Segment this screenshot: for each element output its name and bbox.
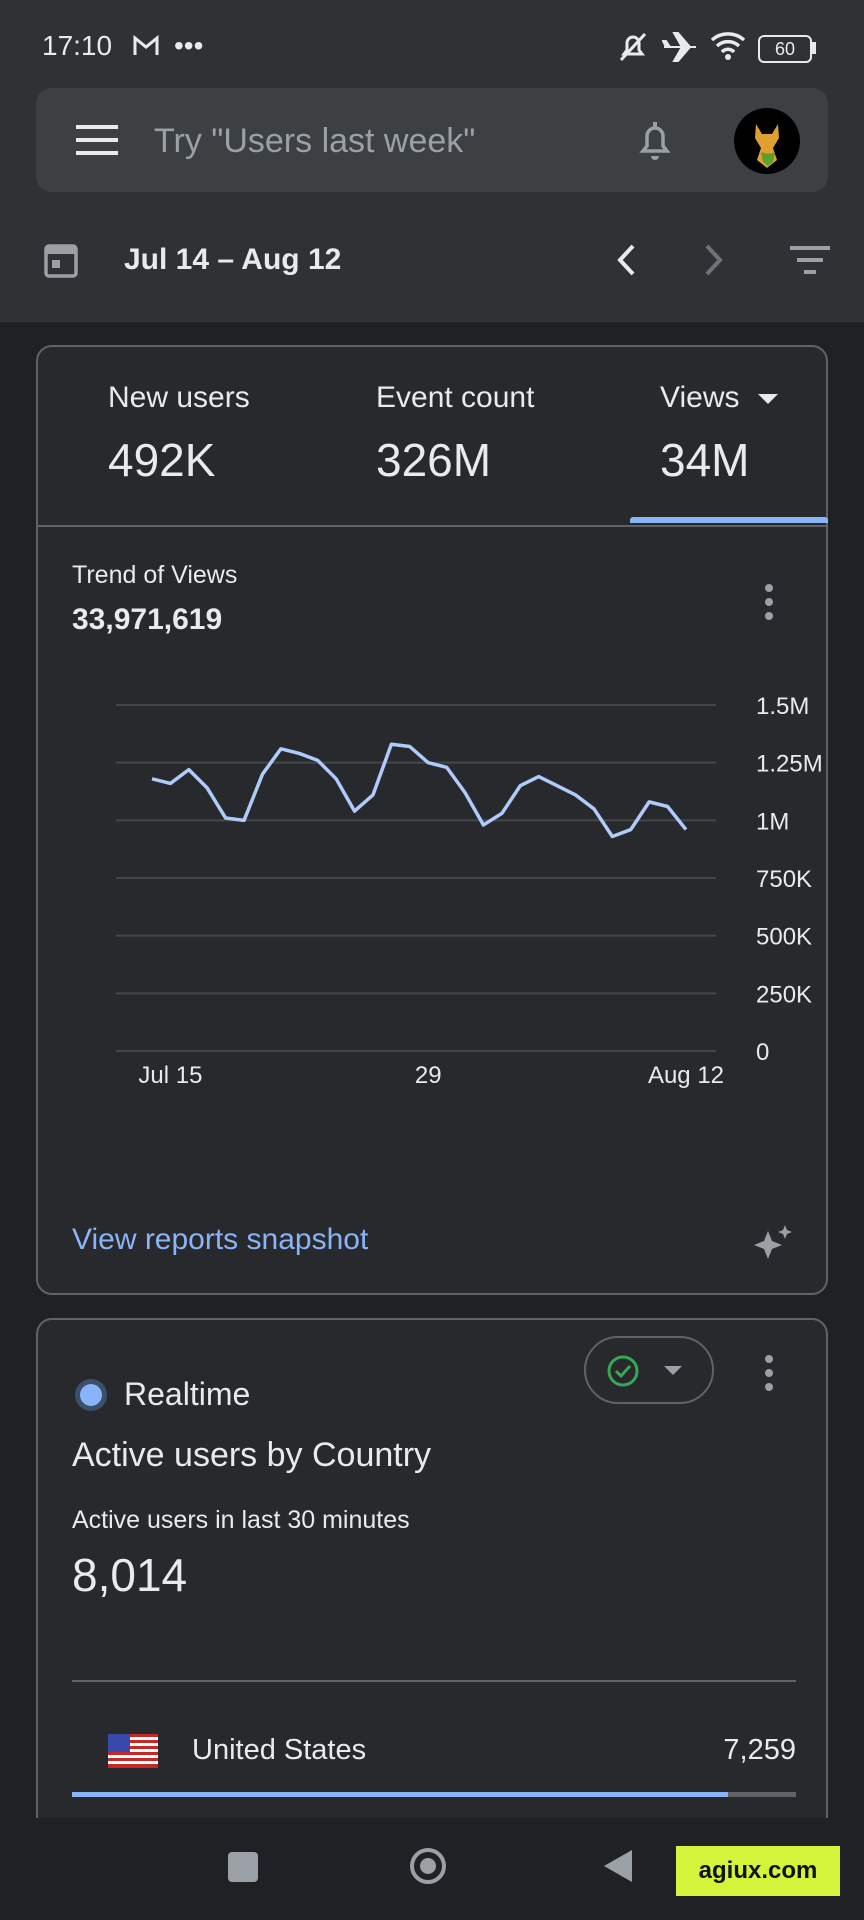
metric-value: 34M xyxy=(660,434,750,486)
watermark-badge: agiux.com xyxy=(676,1846,840,1896)
search-bar[interactable]: Try "Users last week" xyxy=(36,88,828,192)
metric-value: 492K xyxy=(108,434,216,486)
country-bar-track xyxy=(72,1792,796,1797)
views-series-line xyxy=(151,742,688,839)
sparkle-insights-icon[interactable] xyxy=(752,1223,794,1270)
battery-icon: 60 xyxy=(758,35,812,63)
metric-tabs: New users 492K Event count 326M Views 34… xyxy=(38,347,828,525)
realtime-indicator-dot xyxy=(80,1384,102,1406)
metric-tab-views[interactable]: Views 34M xyxy=(660,381,780,487)
us-flag-icon xyxy=(108,1734,158,1768)
metric-tab-event-count[interactable]: Event count 326M xyxy=(376,381,534,487)
dropdown-arrow-icon xyxy=(664,1366,682,1375)
views-trend-chart: 1.5M 1.25M 1M 750K 500K 250K 0 Jul 15 29 Aug 12 xyxy=(116,693,823,1089)
selected-tab-indicator xyxy=(630,517,828,523)
table-row[interactable]: United States 7,259 xyxy=(72,1700,796,1800)
x-tick-label: Jul 15 xyxy=(138,1062,202,1089)
y-tick-label: 250K xyxy=(756,981,812,1008)
more-options-icon[interactable] xyxy=(764,1354,774,1397)
status-time: 17:10 xyxy=(42,30,113,61)
y-tick-label: 500K xyxy=(756,924,812,951)
calendar-icon[interactable] xyxy=(44,240,78,283)
realtime-badge: Realtime xyxy=(124,1376,251,1412)
country-name: United States xyxy=(192,1734,367,1766)
search-input[interactable]: Try "Users last week" xyxy=(154,122,476,160)
tab-divider xyxy=(38,525,826,527)
gmail-icon xyxy=(132,34,160,63)
more-options-icon[interactable] xyxy=(764,583,774,626)
table-divider xyxy=(72,1680,796,1682)
menu-icon[interactable] xyxy=(76,124,118,161)
y-tick-label: 0 xyxy=(756,1039,769,1066)
x-tick-label: Aug 12 xyxy=(648,1062,724,1089)
more-notifications-icon: ••• xyxy=(174,30,204,61)
silent-icon xyxy=(616,30,650,69)
fox-avatar-icon xyxy=(755,124,779,168)
metric-label: Views xyxy=(660,381,780,415)
battery-tip xyxy=(812,42,816,54)
trend-total: 33,971,619 xyxy=(72,603,223,636)
realtime-title: Active users by Country xyxy=(72,1436,432,1474)
metric-value: 326M xyxy=(376,434,492,486)
avatar[interactable] xyxy=(734,108,800,174)
view-reports-snapshot-link[interactable]: View reports snapshot xyxy=(72,1223,369,1256)
recent-apps-icon[interactable] xyxy=(228,1852,258,1882)
realtime-card: Realtime Active users by Country Active … xyxy=(36,1318,828,1840)
overview-card: New users 492K Event count 326M Views 34… xyxy=(36,345,828,1295)
airplane-icon xyxy=(661,30,698,69)
back-icon[interactable] xyxy=(602,1848,634,1884)
metric-tab-new-users[interactable]: New users 492K xyxy=(108,381,250,487)
dropdown-arrow-icon xyxy=(757,394,778,405)
battery-level: 60 xyxy=(774,39,796,59)
home-icon[interactable] xyxy=(410,1848,446,1884)
metric-label: Event count xyxy=(376,381,535,414)
y-tick-label: 750K xyxy=(756,866,812,893)
y-tick-label: 1M xyxy=(756,808,789,835)
y-tick-label: 1.25M xyxy=(756,751,823,778)
filter-icon[interactable] xyxy=(790,244,830,281)
check-circle-icon xyxy=(607,1355,639,1387)
country-value: 7,259 xyxy=(723,1734,796,1766)
metric-label: New users xyxy=(108,381,250,414)
trend-title: Trend of Views xyxy=(72,561,238,589)
previous-period-icon[interactable] xyxy=(614,242,638,283)
country-bar-fill xyxy=(72,1792,728,1797)
x-tick-label: 29 xyxy=(415,1062,442,1089)
date-range-label[interactable]: Jul 14 – Aug 12 xyxy=(124,243,342,276)
metric-label-text: Views xyxy=(660,381,740,414)
wifi-icon xyxy=(710,30,746,67)
realtime-total: 8,014 xyxy=(72,1549,188,1601)
y-tick-label: 1.5M xyxy=(756,693,809,720)
next-period-icon[interactable] xyxy=(702,242,726,283)
realtime-subtitle: Active users in last 30 minutes xyxy=(72,1506,410,1534)
comparison-chip[interactable] xyxy=(584,1336,714,1404)
notifications-bell-icon[interactable] xyxy=(636,118,674,167)
